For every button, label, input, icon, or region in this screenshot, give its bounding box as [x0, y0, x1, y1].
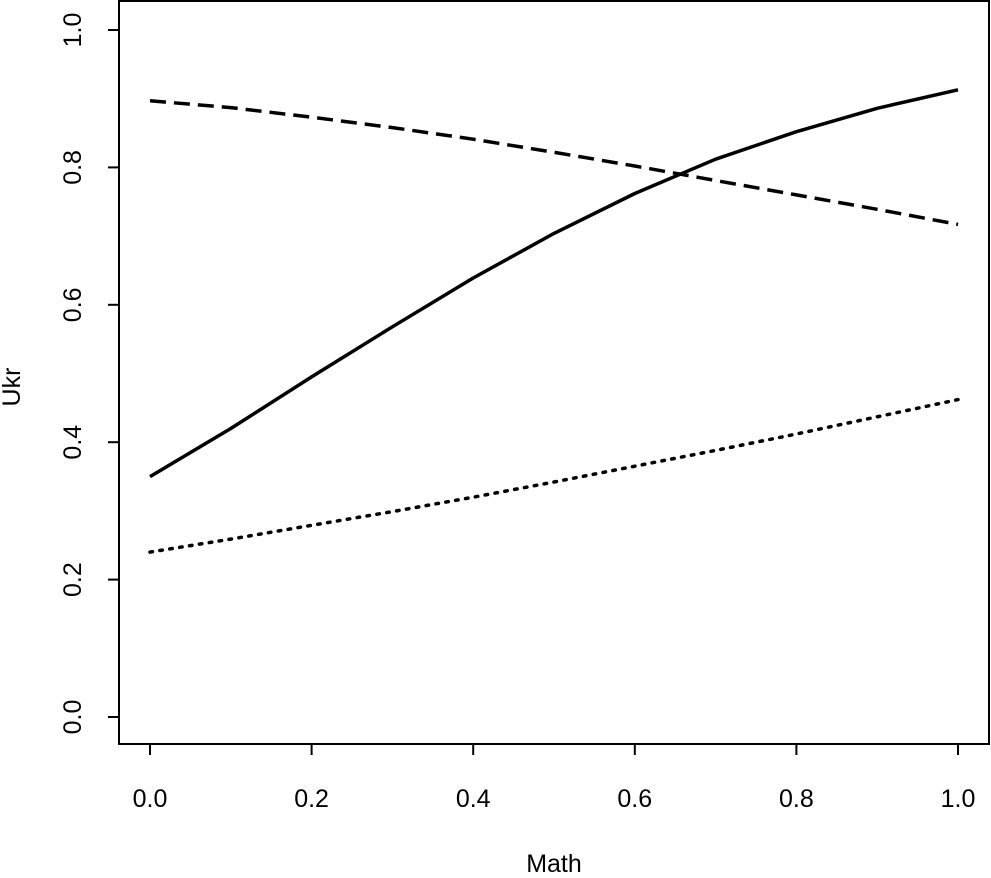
x-tick-label: 1.0: [941, 785, 976, 813]
y-tick-label: 0.2: [59, 562, 87, 597]
y-axis-label: Ukr: [0, 368, 26, 407]
x-axis: 0.0 0.2 0.4 0.6 0.8 1.0: [133, 743, 976, 813]
y-tick-label: 0.6: [59, 287, 87, 322]
x-tick-label: 0.6: [617, 785, 652, 813]
series-line-dashed: [149, 99, 959, 227]
x-tick-label: 0.4: [456, 785, 491, 813]
series-line-dotted: [148, 397, 960, 554]
y-tick-label: 1.0: [59, 13, 87, 48]
series-layer: [148, 88, 960, 554]
y-axis: 0.0 0.2 0.4 0.6 0.8 1.0: [59, 13, 120, 735]
series-line-solid: [149, 88, 959, 479]
x-tick-label: 0.8: [779, 785, 814, 813]
y-tick-label: 0.8: [59, 150, 87, 185]
x-axis-label: Math: [526, 850, 582, 878]
y-tick-label: 0.0: [59, 700, 87, 735]
y-tick-label: 0.4: [59, 425, 87, 460]
x-tick-label: 0.2: [294, 785, 329, 813]
x-tick-label: 0.0: [133, 785, 168, 813]
